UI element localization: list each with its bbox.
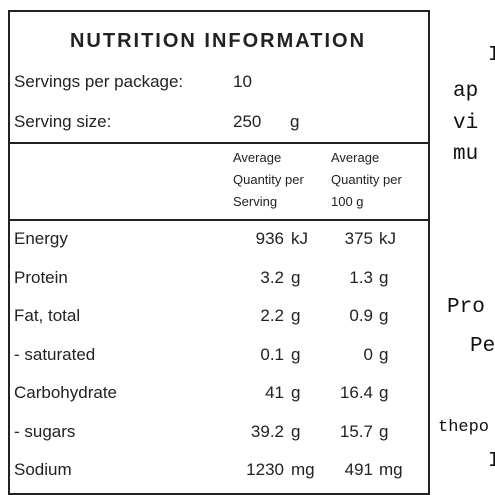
per100-value: 375 [344,229,373,248]
column-header: 100 g [331,194,364,209]
nutrient-label: - saturated [14,344,96,364]
per100-value: 491 [344,460,373,479]
serving-value: 41 [265,383,284,402]
title: NUTRITION INFORMATION [69,30,367,52]
per100-value: 16.4 [339,383,373,402]
divider [8,142,428,144]
serving-unit: g [291,267,301,287]
nutrient-label: Fat, total [14,306,81,325]
serving-size-value: 250 [233,112,262,131]
per100-unit: mg [379,460,403,479]
panel-border [8,10,430,495]
nutrient-label: - sugars [14,421,76,441]
nutrient-label: Protein [14,267,68,287]
nutrient-label: Sodium [14,460,72,479]
serving-value: 936 [255,229,284,248]
serving-value: 39.2 [250,421,284,441]
serving-value: 1230 [246,460,284,479]
side-text: I [488,450,495,473]
per100-value: 1.3 [349,267,373,287]
serving-unit: mg [291,460,315,479]
serving-size-unit: g [290,112,300,131]
divider [8,219,428,221]
per100-unit: g [379,267,389,287]
per100-unit: kJ [379,229,396,248]
side-text: ap [453,80,479,103]
per100-unit: g [379,344,389,364]
servings-value: 10 [233,72,252,91]
side-text: mu [453,143,479,166]
serving-size-label: Serving size: [14,112,112,131]
per100-value: 0 [363,344,373,364]
column-header: Quantity per [233,172,304,187]
serving-unit: g [291,383,301,402]
per100-unit: g [379,383,389,402]
side-text: vi [453,112,479,135]
serving-unit: g [291,306,301,325]
side-text: Pe [470,335,495,358]
servings-label: Servings per package: [14,72,184,91]
column-header: Average [233,150,282,165]
column-header: Quantity per [331,172,402,187]
per100-unit: g [379,306,389,325]
per100-value: 15.7 [339,421,373,441]
column-header: Serving [233,194,278,209]
serving-value: 2.2 [260,306,284,325]
per100-value: 0.9 [349,306,373,325]
per100-unit: g [379,421,389,441]
serving-unit: g [291,344,301,364]
side-text: Pro [447,296,485,319]
serving-value: 3.2 [260,267,284,287]
nutrient-label: Energy [14,229,68,248]
side-text: I [488,44,495,67]
side-text: thepo [438,418,490,437]
serving-value: 0.1 [260,344,284,364]
nutrient-label: Carbohydrate [14,383,118,402]
serving-unit: g [291,421,301,441]
serving-unit: kJ [291,229,308,248]
column-header: Average [331,150,380,165]
